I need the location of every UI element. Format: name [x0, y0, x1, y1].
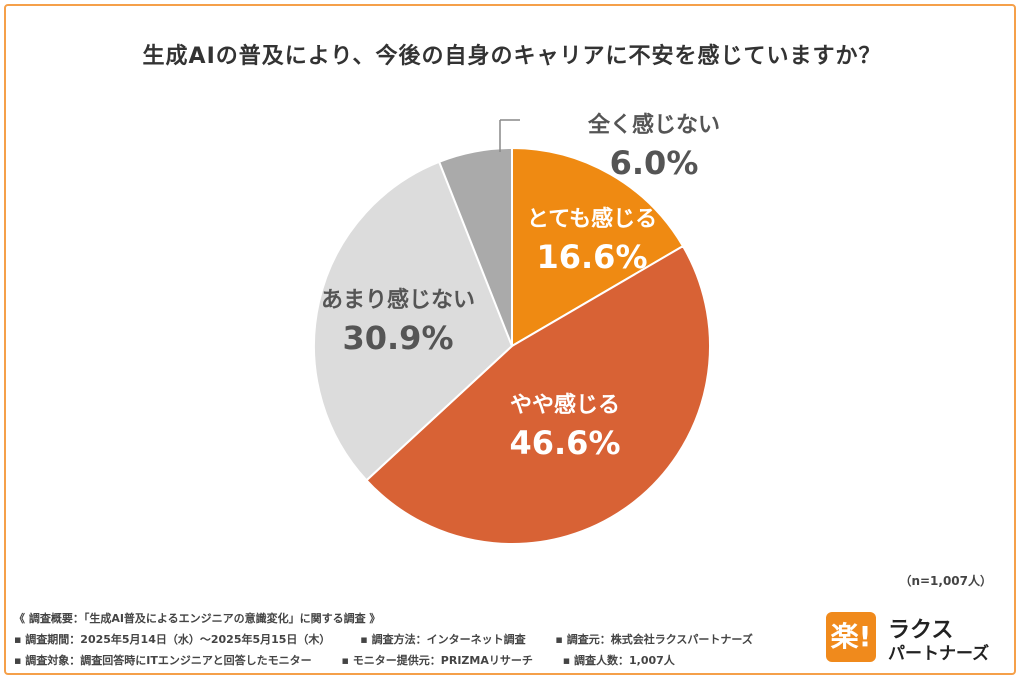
survey-overview: 《 調査概要：「生成AI普及によるエンジニアの意識変化」に関する調査 》 — [14, 612, 381, 625]
chart-title: 生成AIの普及により、今後の自身のキャリアに不安を感じていますか？ — [142, 44, 882, 69]
slice-label: とても感じる — [527, 206, 657, 232]
slice-value-label: 6.0% — [610, 144, 699, 182]
pie-slice — [365, 244, 711, 545]
company-logo: 楽! ラクス パートナーズ — [826, 612, 1006, 664]
border-frame — [4, 4, 1016, 675]
slice-value-label: 16.6% — [536, 238, 647, 276]
survey-count: ▪ 調査人数：1,007人 — [562, 654, 675, 667]
notes-row-1: ▪ 調査期間：2025年5月14日（水）〜2025年5月15日（木） ▪ 調査方… — [14, 629, 779, 650]
monitor-provider: ▪ モニター提供元：PRIZMAリサーチ — [341, 654, 533, 667]
logo-subname: パートナーズ — [888, 644, 990, 664]
slice-value-label: 30.9% — [342, 319, 453, 357]
survey-period: ▪ 調査期間：2025年5月14日（水）〜2025年5月15日（木） — [14, 633, 331, 646]
slice-label: あまり感じない — [321, 287, 475, 313]
slice-label: 全く感じない — [587, 112, 720, 138]
pie-slice — [437, 146, 513, 347]
survey-notes: 《 調査概要：「生成AI普及によるエンジニアの意識変化」に関する調査 》 ▪ 調… — [14, 608, 779, 671]
pie-slice — [511, 146, 685, 348]
survey-source: ▪ 調査元：株式会社ラクスパートナーズ — [555, 633, 753, 646]
logo-name: ラクス — [888, 618, 954, 643]
survey-method: ▪ 調査方法：インターネット調査 — [360, 633, 526, 646]
notes-row-2: ▪ 調査対象：調査回答時にITエンジニアと回答したモニター ▪ モニター提供元：… — [14, 650, 779, 671]
sample-size: （n=1,007人） — [899, 574, 992, 588]
pie-slice — [313, 160, 514, 482]
logo-mark: 楽! — [826, 612, 876, 662]
slice-value-label: 46.6% — [509, 424, 620, 462]
survey-target: ▪ 調査対象：調査回答時にITエンジニアと回答したモニター — [14, 654, 312, 667]
slice-label: やや感じる — [510, 392, 620, 418]
